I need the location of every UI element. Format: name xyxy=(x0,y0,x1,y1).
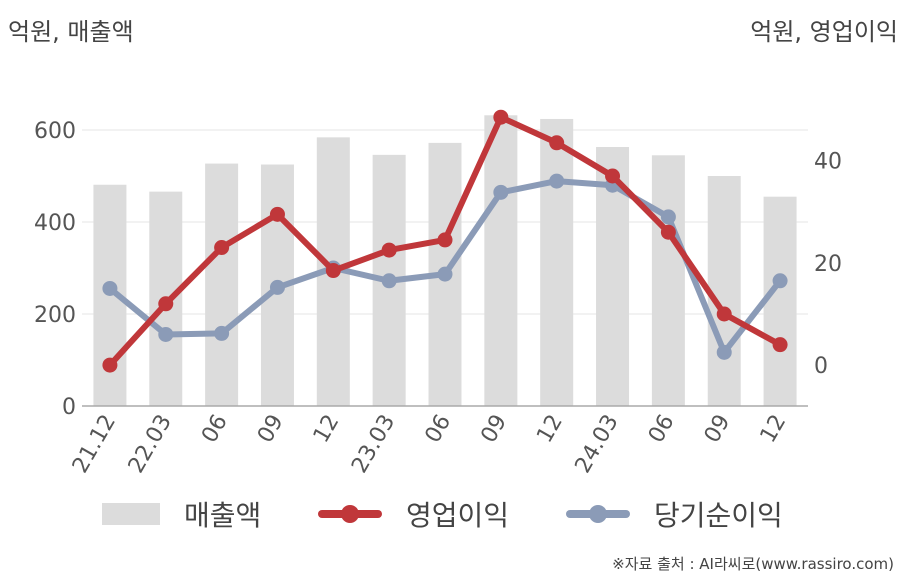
operating-profit-point xyxy=(605,168,621,184)
x-tick-label: 12 xyxy=(309,411,345,448)
operating-profit-point xyxy=(772,337,788,353)
legend-item-net-income: 당기순이익 xyxy=(566,492,783,536)
right-axis-unit: 억원, 영업이익 xyxy=(750,18,898,46)
operating-profit-point xyxy=(660,224,676,240)
x-tick-label: 22.03 xyxy=(124,411,177,478)
operating-profit-point xyxy=(325,263,341,279)
source-credit: ※자료 출처 : AI라씨로(www.rassiro.com) xyxy=(612,555,894,573)
x-tick-label: 06 xyxy=(644,411,680,448)
x-tick-label: 09 xyxy=(700,411,736,448)
x-tick-label: 24.03 xyxy=(571,411,624,478)
net-income-point xyxy=(660,209,676,225)
net-income-point xyxy=(269,279,285,295)
net-income-point xyxy=(493,184,509,200)
x-tick-label: 23.03 xyxy=(347,411,400,478)
legend-label-operating-profit: 영업이익 xyxy=(406,499,510,532)
legend-swatch-operating-profit xyxy=(318,505,382,523)
left-tick-label: 600 xyxy=(34,119,76,144)
net-income-point xyxy=(102,280,118,296)
revenue-bar xyxy=(707,176,741,406)
revenue-bar xyxy=(651,155,685,406)
operating-profit-point xyxy=(549,135,565,151)
left-tick-label: 400 xyxy=(34,211,76,236)
revenue-bar xyxy=(205,163,239,406)
right-tick-label: 40 xyxy=(814,150,842,175)
revenue-bar xyxy=(763,196,797,406)
x-tick-label: 06 xyxy=(197,411,233,448)
x-tick-label: 12 xyxy=(532,411,568,448)
left-tick-label: 200 xyxy=(34,303,76,328)
operating-profit-point xyxy=(493,109,509,125)
right-tick-label: 0 xyxy=(814,354,828,379)
net-income-point xyxy=(381,273,397,289)
x-tick-label: 09 xyxy=(253,411,289,448)
legend-swatch-revenue xyxy=(102,503,160,525)
revenue-bar xyxy=(484,115,518,406)
operating-profit-point xyxy=(381,242,397,258)
left-axis-unit: 억원, 매출액 xyxy=(8,18,134,46)
operating-profit-point xyxy=(158,296,174,312)
operating-profit-point xyxy=(214,240,230,256)
legend-label-revenue: 매출액 xyxy=(184,499,262,532)
net-income-point xyxy=(772,273,788,289)
net-income-point xyxy=(214,325,230,341)
operating-profit-point xyxy=(269,206,285,222)
x-tick-label: 06 xyxy=(421,411,457,448)
net-income-point xyxy=(716,344,732,360)
legend-item-revenue: 매출액 xyxy=(102,492,261,536)
right-tick-label: 20 xyxy=(814,252,842,277)
x-tick-label: 12 xyxy=(756,411,792,448)
x-tick-label: 21.12 xyxy=(68,411,121,478)
operating-profit-point xyxy=(716,306,732,322)
net-income-point xyxy=(158,326,174,342)
legend-label-net-income: 당기순이익 xyxy=(654,499,783,532)
revenue-bar xyxy=(540,118,574,407)
operating-profit-point xyxy=(437,232,453,248)
legend-swatch-net-income xyxy=(566,505,630,523)
x-tick-label: 09 xyxy=(476,411,512,448)
legend: 매출액 영업이익 당기순이익 xyxy=(0,492,908,536)
net-income-point xyxy=(437,266,453,282)
net-income-point xyxy=(549,173,565,189)
legend-item-operating-profit: 영업이익 xyxy=(318,492,509,536)
operating-profit-point xyxy=(102,357,118,373)
left-tick-label: 0 xyxy=(62,395,76,420)
